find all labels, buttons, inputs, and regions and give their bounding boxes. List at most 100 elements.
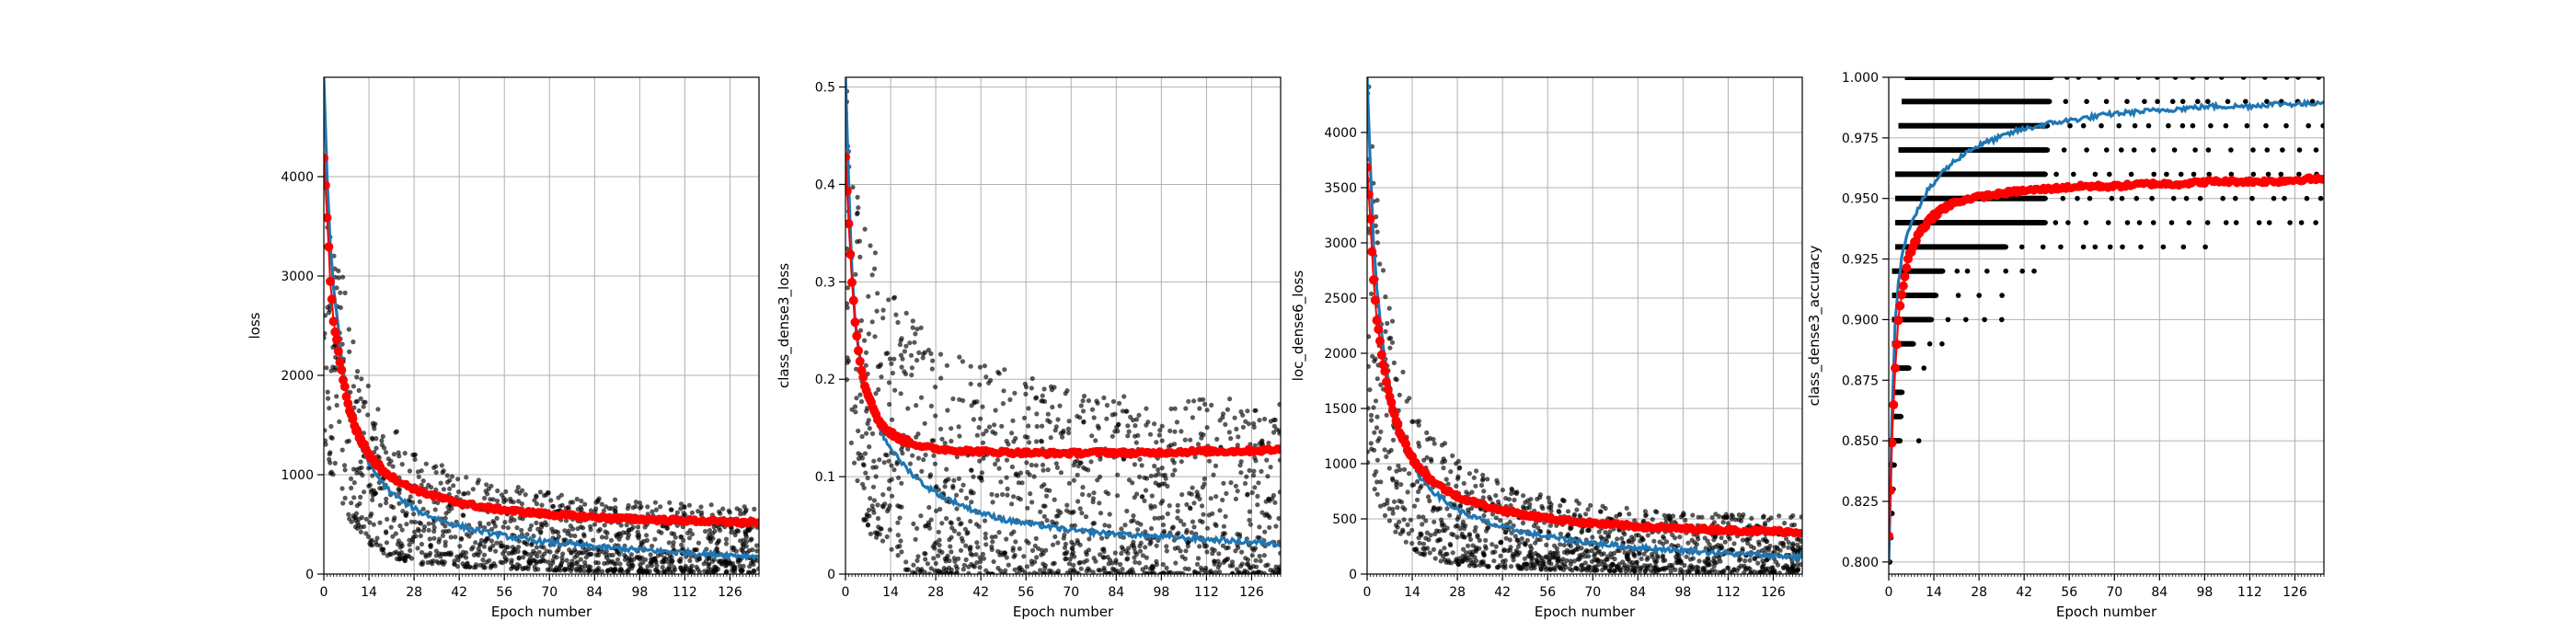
- scatter-point: [1414, 497, 1420, 502]
- scatter-point: [1711, 563, 1717, 569]
- scatter-point: [863, 362, 868, 368]
- x-tick-label: 84: [586, 585, 603, 600]
- scatter-point: [907, 461, 914, 466]
- scatter-point: [1251, 424, 1257, 430]
- scatter-point: [1556, 508, 1561, 514]
- scatter-point: [1005, 486, 1010, 492]
- scatter-point: [552, 568, 558, 573]
- scatter-point: [342, 290, 348, 295]
- scatter-point: [694, 546, 700, 553]
- scatter-point: [439, 463, 444, 468]
- scatter-point: [1455, 458, 1461, 464]
- scatter-point: [393, 430, 398, 435]
- scatter-point: [1242, 480, 1248, 487]
- scatter-point: [650, 509, 655, 514]
- scatter-point: [1765, 557, 1770, 563]
- scatter-point: [441, 487, 446, 492]
- scatter-point: [856, 205, 861, 211]
- scatter-point: [1586, 527, 1592, 533]
- scatter-point: [880, 316, 886, 321]
- scatter-point: [1418, 531, 1423, 536]
- scatter-point: [1253, 558, 1259, 563]
- scatter-point: [455, 477, 461, 482]
- scatter-point: [959, 521, 964, 526]
- scatter-point: [1119, 526, 1124, 532]
- scatter-point: [661, 558, 667, 564]
- scatter-point: [1391, 499, 1397, 504]
- scatter-point: [1101, 549, 1107, 555]
- scatter-point: [570, 500, 576, 505]
- scatter-point: [452, 561, 457, 567]
- scatter-point: [1367, 406, 1371, 411]
- scatter-point: [968, 363, 973, 369]
- scatter-point: [534, 545, 540, 550]
- scatter-point: [385, 516, 390, 523]
- scatter-point: [873, 474, 879, 479]
- scatter-point: [875, 291, 880, 296]
- scatter-point: [1508, 564, 1514, 569]
- scatter-point: [648, 552, 653, 558]
- scatter-point: [464, 475, 469, 480]
- scatter-point: [582, 559, 588, 566]
- scatter-point: [579, 507, 584, 512]
- scatter-point: [1374, 229, 1380, 235]
- scatter-point: [1063, 391, 1068, 397]
- scatter-point: [333, 365, 339, 371]
- scatter-point: [542, 558, 547, 564]
- scatter-point: [595, 547, 601, 553]
- scatter-point: [1424, 530, 1430, 535]
- scatter-point: [1547, 566, 1552, 571]
- scatter-point: [1388, 335, 1394, 341]
- scatter-point: [898, 338, 903, 343]
- scatter-point: [754, 543, 759, 548]
- scatter-point: [1766, 547, 1772, 553]
- scatter-point: [1616, 512, 1622, 518]
- scatter-point: [1110, 566, 1115, 571]
- scatter-point: [1710, 558, 1717, 564]
- scatter-point: [1052, 497, 1057, 502]
- blue-series-line: [845, 77, 1281, 548]
- scatter-point: [1612, 557, 1617, 562]
- scatter-point: [928, 403, 935, 408]
- scatter-point: [852, 460, 857, 466]
- scatter-point: [918, 325, 924, 330]
- scatter-point: [1642, 509, 1648, 514]
- scatter-point: [572, 546, 578, 553]
- scatter-point: [408, 547, 413, 554]
- scatter-point: [1453, 523, 1458, 529]
- scatter-point: [407, 468, 412, 474]
- scatter-point: [911, 521, 916, 527]
- scatter-point: [567, 561, 572, 568]
- scatter-point: [980, 404, 985, 409]
- scatter-point: [1397, 519, 1402, 524]
- scatter-point: [938, 569, 944, 574]
- scatter-point: [572, 533, 578, 539]
- x-tick-label: 28: [927, 585, 944, 600]
- scatter-point: [1602, 565, 1608, 570]
- scatter-point: [889, 361, 894, 366]
- scatter-point: [703, 528, 708, 535]
- scatter-point: [1154, 543, 1159, 548]
- scatter-point: [933, 560, 938, 567]
- scatter-point: [1278, 550, 1281, 556]
- scatter-point: [1134, 491, 1140, 497]
- scatter-point: [1098, 552, 1103, 558]
- scatter-point: [644, 533, 650, 538]
- scatter-point: [650, 544, 655, 549]
- scatter-point: [977, 570, 983, 574]
- scatter-point: [872, 250, 879, 256]
- scatter-point: [943, 477, 949, 483]
- scatter-point: [1096, 568, 1101, 573]
- scatter-point: [342, 495, 348, 501]
- scatter-point: [588, 551, 593, 558]
- scatter-point: [752, 506, 757, 512]
- scatter-point: [1738, 563, 1743, 569]
- scatter-point: [1474, 468, 1479, 474]
- scatter-point: [489, 538, 495, 544]
- scatter-point: [1182, 437, 1188, 443]
- scatter-point: [1206, 512, 1212, 518]
- scatter-point: [1201, 397, 1206, 402]
- scatter-point: [1547, 550, 1553, 556]
- scatter-point: [1238, 459, 1244, 465]
